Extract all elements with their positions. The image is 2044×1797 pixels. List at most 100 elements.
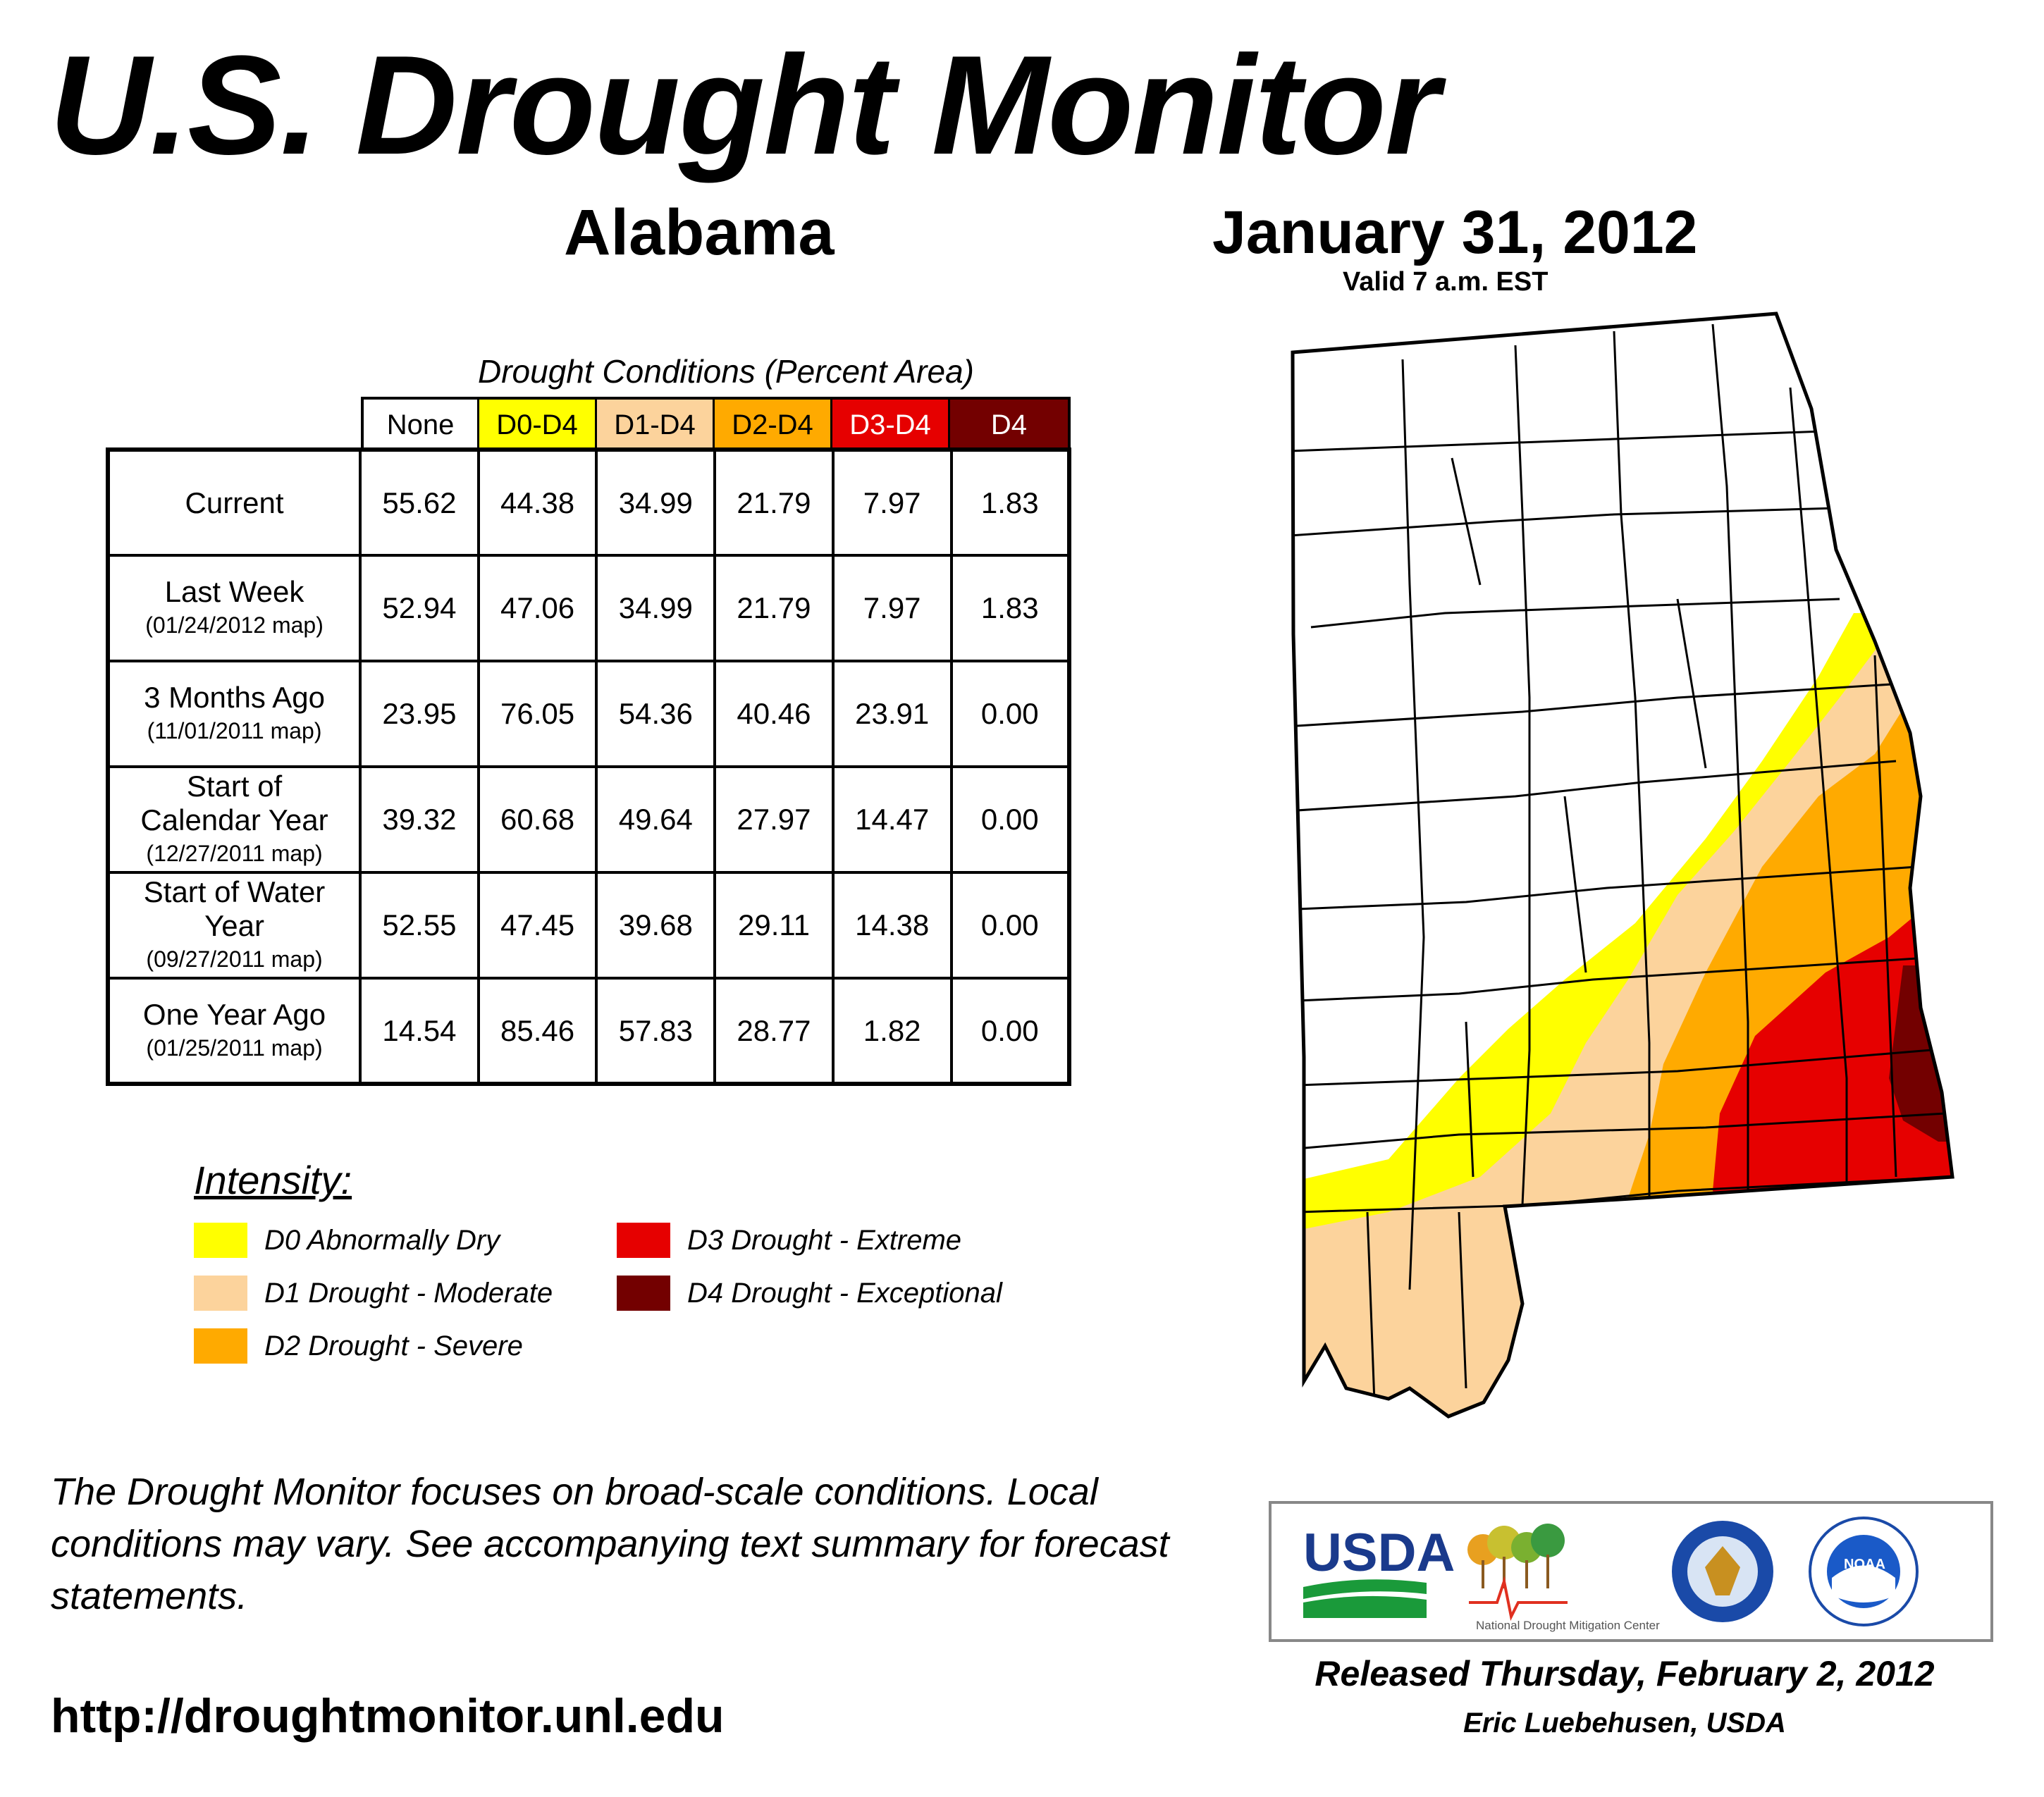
row-label-date: (01/25/2011 map) (146, 1035, 323, 1061)
cell-value: 40.46 (713, 660, 835, 768)
row-label-date: (11/01/2011 map) (147, 718, 322, 743)
legend-label: D0 Abnormally Dry (264, 1224, 500, 1256)
legend-item: D4 Drought - Exceptional (617, 1276, 1002, 1311)
cell-value: 14.54 (359, 977, 480, 1085)
cell-value: 54.36 (595, 660, 717, 768)
cell-value: 21.79 (713, 554, 835, 662)
table-row: 3 Months Ago (11/01/2011 map) 23.95 76.05 54… (106, 660, 1071, 768)
row-label-date: (01/24/2012 map) (145, 612, 324, 638)
header-d4: D4 (950, 400, 1068, 450)
cell-value: 28.77 (713, 977, 835, 1085)
cell-value: 39.32 (359, 765, 480, 874)
cell-value: 23.95 (359, 660, 480, 768)
row-label-text: Start of Water Year (143, 875, 326, 942)
cell-value: 14.47 (831, 765, 953, 874)
cell-value: 0.00 (949, 871, 1071, 980)
header-d3-d4: D3-D4 (832, 400, 950, 450)
alabama-drought-map (1283, 303, 2030, 1469)
noaa-logo: NOAA (1809, 1517, 1919, 1626)
legend-item: D3 Drought - Extreme (617, 1223, 961, 1258)
cell-value: 1.82 (831, 977, 953, 1085)
cell-value: 29.11 (713, 871, 835, 980)
usda-logo: USDA (1303, 1523, 1455, 1618)
row-label: Current (106, 448, 362, 557)
row-label: One Year Ago (01/25/2011 map) (106, 977, 362, 1085)
table-caption: Drought Conditions (Percent Area) (478, 353, 974, 390)
legend-swatch (617, 1223, 670, 1258)
county-boundaries (1293, 323, 1952, 1403)
cell-value: 23.91 (831, 660, 953, 768)
state-name: Alabama (564, 197, 835, 268)
cell-value: 85.46 (476, 977, 598, 1085)
row-label: Last Week (01/24/2012 map) (106, 554, 362, 662)
cell-value: 57.83 (595, 977, 717, 1085)
table-row: Start of Calendar Year (12/27/2011 map) 39… (106, 765, 1071, 874)
cell-value: 49.64 (595, 765, 717, 874)
table-row: Current 55.62 44.38 34.99 21.79 7.97 1.83 (106, 448, 1071, 557)
website-link[interactable]: http://droughtmonitor.unl.edu (51, 1689, 725, 1743)
cell-value: 52.94 (359, 554, 480, 662)
cell-value: 21.79 (713, 448, 835, 557)
row-label-text: 3 Months Ago (144, 681, 325, 714)
cell-value: 34.99 (595, 554, 717, 662)
legend-item: D0 Abnormally Dry (194, 1223, 500, 1258)
cell-value: 7.97 (831, 448, 953, 557)
header-none: None (364, 400, 479, 450)
cell-value: 27.97 (713, 765, 835, 874)
legend-swatch (194, 1276, 247, 1311)
author: Eric Luebehusen, USDA (1463, 1708, 1786, 1739)
cell-value: 1.83 (949, 448, 1071, 557)
cell-value: 0.00 (949, 660, 1071, 768)
usda-logo-text: USDA (1303, 1523, 1455, 1583)
state-outline (1291, 311, 1954, 1419)
legend-swatch (194, 1223, 247, 1258)
cell-value: 44.38 (476, 448, 598, 557)
ndmc-logo: National Drought Mitigation Center (1467, 1524, 1660, 1632)
disclaimer-text: The Drought Monitor focuses on broad-sca… (51, 1471, 1169, 1617)
cell-value: 47.06 (476, 554, 598, 662)
cell-value: 52.55 (359, 871, 480, 980)
table-row: Last Week (01/24/2012 map) 52.94 47.06 34.99… (106, 554, 1071, 662)
legend-title: Intensity: (194, 1158, 352, 1202)
row-label-text: Start of Calendar Year (140, 770, 328, 836)
alabama-map-svg (1291, 311, 1954, 1419)
table-row: One Year Ago (01/25/2011 map) 14.54 85.46 57… (106, 977, 1071, 1085)
legend-label: D3 Drought - Extreme (687, 1224, 962, 1256)
commerce-seal (1672, 1521, 1773, 1622)
cell-value: 0.00 (949, 977, 1071, 1085)
row-label: Start of Calendar Year (12/27/2011 map) (106, 765, 362, 874)
drought-conditions-table: Current 55.62 44.38 34.99 21.79 7.97 1.83 Last … (106, 447, 1071, 1086)
header-d2-d4: D2-D4 (715, 400, 832, 450)
cell-value: 0.00 (949, 765, 1071, 874)
page-title: U.S. Drought Monitor (49, 27, 1440, 184)
row-label-date: (12/27/2011 map) (146, 841, 323, 866)
noaa-logo-text: NOAA (1844, 1557, 1885, 1572)
legend-label: D1 Drought - Moderate (264, 1277, 553, 1309)
cell-value: 47.45 (476, 871, 598, 980)
legend-label: D2 Drought - Severe (264, 1330, 523, 1361)
table-header-row: None D0-D4 D1-D4 D2-D4 D3-D4 D4 (361, 397, 1071, 450)
cell-value: 76.05 (476, 660, 598, 768)
legend-item: D2 Drought - Severe (194, 1328, 523, 1364)
valid-time: Valid 7 a.m. EST (1343, 267, 1549, 297)
agency-logos-panel: USDA National Drought Mitigation Center … (1269, 1501, 1993, 1642)
row-label: 3 Months Ago (11/01/2011 map) (106, 660, 362, 768)
map-date: January 31, 2012 (1212, 199, 1698, 266)
header-d1-d4: D1-D4 (597, 400, 715, 450)
cell-value: 34.99 (595, 448, 717, 557)
legend-label: D4 Drought - Exceptional (687, 1277, 1002, 1309)
cell-value: 39.68 (595, 871, 717, 980)
row-label-text: One Year Ago (142, 997, 326, 1031)
ndmc-logo-text: National Drought Mitigation Center (1476, 1619, 1660, 1632)
table-row: Start of Water Year (09/27/2011 map) 52.55… (106, 871, 1071, 980)
release-date: Released Thursday, February 2, 2012 (1315, 1654, 1935, 1693)
row-label: Start of Water Year (09/27/2011 map) (106, 871, 362, 980)
logos-svg: USDA National Drought Mitigation Center … (1303, 1517, 1919, 1632)
row-label-text: Current (185, 486, 284, 519)
legend-item: D1 Drought - Moderate (194, 1276, 553, 1311)
legend-swatch (617, 1276, 670, 1311)
cell-value: 14.38 (831, 871, 953, 980)
legend-swatch (194, 1328, 247, 1364)
row-label-date: (09/27/2011 map) (146, 946, 323, 972)
cell-value: 60.68 (476, 765, 598, 874)
